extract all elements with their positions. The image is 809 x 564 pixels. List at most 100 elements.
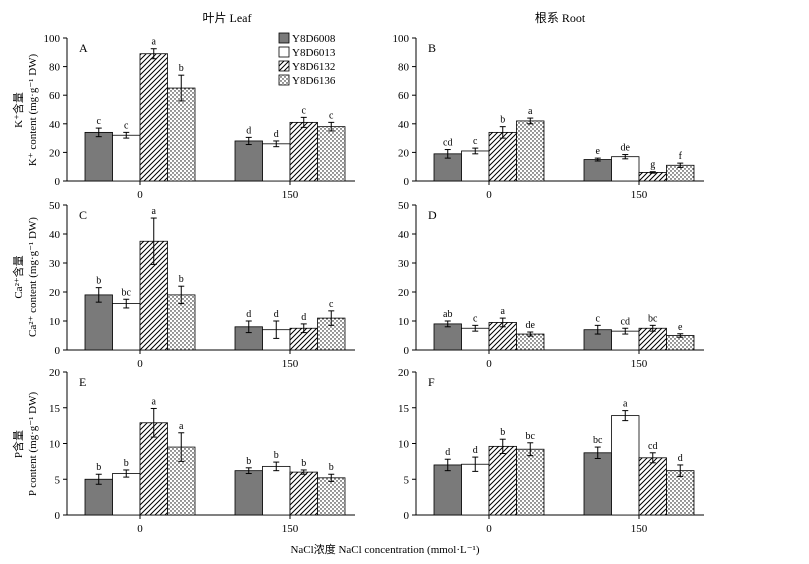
significance-letter: d — [445, 447, 450, 458]
x-tick-label: 0 — [137, 358, 143, 370]
bar-Y8D6132-150 — [289, 121, 318, 182]
y-tick-label: 20 — [49, 367, 61, 379]
bar-Y8D6013-150 — [262, 465, 291, 516]
significance-letter: b — [301, 458, 306, 469]
significance-letter: bc — [593, 435, 603, 446]
x-tick-label: 150 — [282, 523, 299, 535]
panel-C: 0 10 20 30 40 50 C 0 b bc a b 150 d d d c — [49, 200, 355, 370]
significance-letter: d — [678, 453, 683, 464]
significance-letter: a — [152, 206, 157, 217]
y-tick-label: 100 — [44, 33, 61, 45]
bar-Y8D6132-150 — [638, 172, 667, 182]
x-tick-label: 150 — [631, 358, 648, 370]
x-tick-label: 150 — [631, 523, 648, 535]
legend-swatch — [278, 60, 290, 72]
y-tick-label: 20 — [49, 287, 61, 299]
bar-Y8D6008-0 — [433, 464, 462, 516]
y-tick-label: 30 — [49, 258, 61, 270]
significance-letter: d — [274, 309, 279, 320]
bar-Y8D6013-0 — [112, 134, 141, 182]
significance-letter: d — [301, 312, 306, 323]
bar-Y8D6008-150 — [234, 470, 263, 516]
significance-letter: de — [621, 143, 631, 154]
y-tick-label: 5 — [55, 474, 61, 486]
y-tick-label: 10 — [398, 316, 410, 328]
significance-letter: b — [274, 450, 279, 461]
bar-Y8D6008-150 — [234, 140, 263, 182]
significance-letter: cd — [621, 316, 630, 327]
legend: Y8D6008 Y8D6013 Y8D6132 Y8D6136 — [278, 32, 336, 87]
significance-letter: d — [274, 129, 279, 140]
bar-Y8D6132-150 — [289, 471, 318, 516]
bar-Y8D6008-150 — [583, 452, 612, 516]
significance-letter: bc — [122, 287, 132, 298]
y-tick-label: 5 — [404, 474, 410, 486]
ylabel-ca-en: Ca²⁺ content (mg·g⁻¹ DW) — [27, 217, 39, 337]
legend-entry: Y8D6013 — [292, 47, 336, 59]
x-tick-label: 0 — [486, 523, 492, 535]
y-tick-label: 40 — [398, 229, 410, 241]
bar-Y8D6132-0 — [139, 422, 168, 516]
y-tick-label: 10 — [398, 439, 410, 451]
y-tick-label: 0 — [404, 176, 410, 188]
bar-Y8D6008-0 — [84, 294, 113, 351]
y-tick-label: 0 — [55, 510, 61, 522]
bar-Y8D6136-0 — [167, 87, 196, 182]
significance-letter: f — [679, 151, 683, 162]
col-title-root: 根系 Root — [535, 11, 586, 25]
ylabel-p-en: P content (mg·g⁻¹ DW) — [27, 392, 39, 497]
y-tick-label: 20 — [398, 147, 410, 159]
panel-B: 0 20 40 60 80 100 B 0 cd c b a 150 e de g f — [393, 33, 704, 201]
significance-letter: e — [678, 322, 683, 333]
legend-entry: Y8D6008 — [292, 33, 336, 45]
significance-letter: c — [473, 313, 478, 324]
significance-letter: b — [96, 276, 101, 287]
bar-Y8D6136-150 — [317, 477, 346, 516]
significance-letter: c — [97, 116, 102, 127]
ylabel-k: K⁺含量 K⁺ content (mg·g⁻¹ DW) — [11, 53, 39, 166]
significance-letter: cd — [443, 138, 452, 149]
legend-entry: Y8D6132 — [292, 61, 335, 73]
y-tick-label: 15 — [49, 403, 61, 415]
significance-letter: c — [302, 105, 307, 116]
col-title-leaf: 叶片 Leaf — [203, 11, 252, 25]
y-tick-label: 20 — [398, 367, 410, 379]
bar-Y8D6136-150 — [666, 470, 695, 516]
significance-letter: b — [246, 456, 251, 467]
y-tick-label: 80 — [49, 62, 61, 74]
y-tick-label: 50 — [49, 200, 61, 212]
bar-Y8D6008-0 — [433, 323, 462, 351]
significance-letter: de — [526, 320, 536, 331]
panel-D: 0 10 20 30 40 50 D 0 ab c a de 150 c cd bc e — [398, 200, 704, 370]
bar-Y8D6132-0 — [139, 53, 168, 182]
y-tick-label: 50 — [398, 200, 410, 212]
bar-Y8D6132-0 — [488, 131, 517, 182]
significance-letter: b — [329, 462, 334, 473]
panel-E: 0 5 10 15 20 E 0 b b a a 150 b b b b — [49, 367, 355, 535]
significance-letter: a — [152, 396, 157, 407]
significance-letter: cd — [648, 441, 657, 452]
significance-letter: a — [528, 106, 533, 117]
legend-swatch — [278, 46, 290, 58]
bar-Y8D6008-150 — [583, 159, 612, 182]
significance-letter: d — [473, 445, 478, 456]
bar-Y8D6136-0 — [516, 120, 545, 182]
panel-A: 0 20 40 60 80 100 A 0 c c a b 150 d d c c — [44, 33, 355, 201]
significance-letter: bc — [648, 313, 658, 324]
significance-letter: a — [179, 421, 184, 432]
panel-letter: F — [428, 375, 435, 389]
significance-letter: b — [500, 115, 505, 126]
x-tick-label: 0 — [486, 358, 492, 370]
y-tick-label: 40 — [49, 119, 61, 131]
significance-letter: a — [623, 399, 628, 410]
panel-letter: A — [79, 41, 88, 55]
significance-letter: b — [96, 462, 101, 473]
significance-letter: a — [152, 37, 157, 48]
ylabel-p-cn: P含量 — [11, 430, 25, 458]
significance-letter: b — [179, 274, 184, 285]
bar-Y8D6132-0 — [488, 445, 517, 516]
x-tick-label: 0 — [486, 189, 492, 201]
ylabel-k-cn: K⁺含量 — [11, 92, 25, 128]
bar-Y8D6136-0 — [516, 448, 545, 516]
